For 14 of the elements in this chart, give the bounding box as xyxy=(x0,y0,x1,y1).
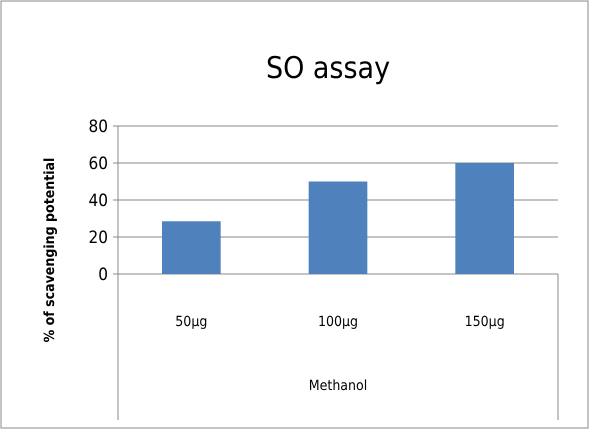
bar xyxy=(455,163,514,274)
y-tick-label: 40 xyxy=(88,190,108,211)
bar xyxy=(162,221,221,274)
bar xyxy=(308,182,368,274)
x-tick-label: 150µg xyxy=(464,314,505,330)
y-tick-label: 60 xyxy=(88,154,108,174)
x-axis-title: Methanol xyxy=(308,378,368,394)
x-tick-label: 100µg xyxy=(318,314,358,330)
y-tick-label: 0 xyxy=(98,264,108,285)
y-axis-title: % of scavenging potential xyxy=(42,158,58,342)
y-tick-label: 80 xyxy=(88,116,108,137)
y-tick-label: 20 xyxy=(88,228,108,248)
chart-title: SO assay xyxy=(266,51,390,86)
x-tick-label: 50µg xyxy=(175,314,208,330)
